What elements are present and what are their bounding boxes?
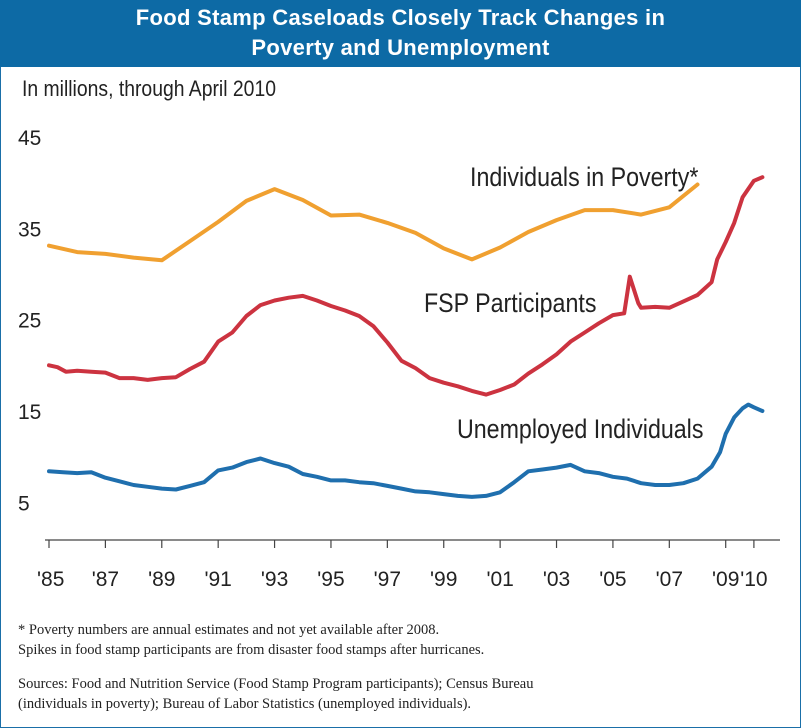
y-tick-label-25: 25	[18, 310, 41, 333]
footnote-spikes: Spikes in food stamp participants are fr…	[18, 642, 485, 658]
x-tick-label-85: '85	[37, 568, 64, 591]
x-tick-label-99: '99	[430, 568, 457, 591]
x-tick-label-95: '95	[317, 568, 344, 591]
x-tick-label-97: '97	[374, 568, 401, 591]
poverty-line	[47, 182, 700, 263]
series-lines	[47, 175, 765, 499]
x-tick-label-87: '87	[92, 568, 119, 591]
chart-title-line-1: Food Stamp Caseloads Closely Track Chang…	[135, 5, 666, 30]
sources-line-2: (individuals in poverty); Bureau of Labo…	[18, 696, 472, 712]
y-tick-label-5: 5	[18, 492, 30, 515]
y-tick-label-35: 35	[18, 218, 41, 241]
y-axis-ticks: 5 15 25 35 45	[18, 127, 41, 515]
x-tick-label-89: '89	[148, 568, 175, 591]
fsp-participants-line	[47, 175, 765, 397]
x-tick-label-10: '10	[740, 568, 767, 591]
chart-subtitle: In millions, through April 2010	[22, 76, 276, 101]
x-tick-label-03: '03	[543, 568, 570, 591]
title-bar: Food Stamp Caseloads Closely Track Chang…	[0, 0, 801, 67]
x-tick-label-91: '91	[204, 568, 231, 591]
poverty-series-label: Individuals in Poverty*	[470, 162, 699, 192]
x-tick-label-05: '05	[599, 568, 626, 591]
footnote-poverty: * Poverty numbers are annual estimates a…	[18, 622, 440, 638]
series-labels: Individuals in Poverty* FSP Participants U…	[424, 162, 703, 444]
fsp-series-label: FSP Participants	[424, 288, 596, 318]
x-tick-label-09: '09	[712, 568, 739, 591]
chart-title-line-2: Poverty and Unemployment	[251, 35, 550, 60]
x-tick-label-07: '07	[656, 568, 683, 591]
sources-line-1: Sources: Food and Nutrition Service (Foo…	[18, 676, 534, 692]
y-tick-label-45: 45	[18, 127, 41, 150]
x-tick-label-01: '01	[486, 568, 513, 591]
unemployed-series-label: Unemployed Individuals	[457, 414, 703, 444]
y-tick-label-15: 15	[18, 401, 41, 424]
x-tick-label-93: '93	[261, 568, 288, 591]
unemployed-line	[47, 402, 765, 499]
x-axis-ticks: '85 '87 '89 '91 '93 '95 '97 '99 '01 '03 '05 '07 '09 '…	[37, 540, 768, 591]
line-chart: 5 15 25 35 45 '85 '87 '89 '91 '93 '95 '97 '99 '01 '03…	[18, 127, 780, 591]
